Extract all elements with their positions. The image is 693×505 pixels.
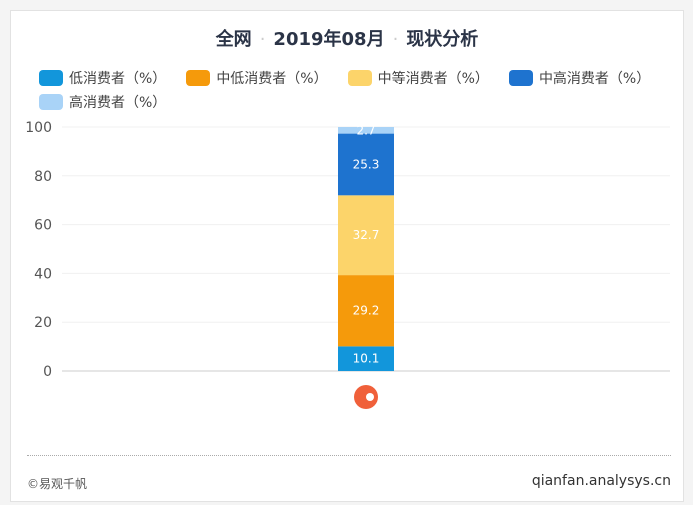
title-topic: 现状分析 <box>406 29 479 50</box>
data-label: 25.3 <box>353 157 380 171</box>
bar-segment <box>338 346 394 371</box>
chart-title: 全网 · 2019年08月 · 现状分析 <box>215 29 479 50</box>
legend-label: 中等消费者（%） <box>377 71 489 87</box>
bar-segment <box>338 275 394 347</box>
y-tick-label: 100 <box>25 120 52 136</box>
title-date: 2019年08月 <box>273 29 385 50</box>
legend-item[interactable]: 中低消费者（%） <box>186 66 328 90</box>
legend-swatch <box>39 70 63 86</box>
legend-label: 低消费者（%） <box>69 71 167 87</box>
y-tick-label: 60 <box>34 218 52 234</box>
legend-swatch <box>39 94 63 110</box>
copyright: ©易观千帆 <box>27 477 88 491</box>
app-logo-icon-detail <box>366 393 374 401</box>
bar-segment <box>338 195 394 276</box>
y-tick-label: 0 <box>43 364 52 380</box>
bar-segment <box>338 127 394 134</box>
legend-item[interactable]: 中高消费者（%） <box>508 66 651 90</box>
data-label: 29.2 <box>353 304 380 318</box>
chart-card: 全网 · 2019年08月 · 现状分析 低消费者（%） 中低消费者（%） 中等消费者（%）… <box>10 10 684 502</box>
legend-swatch <box>186 70 211 86</box>
y-tick-label: 20 <box>34 315 52 331</box>
legend-item[interactable]: 低消费者（%） <box>39 66 166 90</box>
divider <box>27 455 671 456</box>
legend-swatch <box>347 70 372 86</box>
data-label: 32.7 <box>353 228 380 242</box>
title-scope: 全网 <box>215 29 252 50</box>
legend-swatch <box>508 70 533 86</box>
legend-item[interactable]: 高消费者（%） <box>39 90 166 114</box>
legend-label: 中低消费者（%） <box>216 71 328 87</box>
bar-segment <box>338 133 394 196</box>
y-tick-label: 40 <box>34 266 52 282</box>
legend-item[interactable]: 中等消费者（%） <box>347 66 489 90</box>
y-tick-label: 80 <box>34 169 52 185</box>
legend: 低消费者（%） 中低消费者（%） 中等消费者（%） 中高消费者（%） 高消费者（%） <box>39 66 679 114</box>
data-label: 2.7 <box>356 123 375 137</box>
legend-label: 高消费者（%） <box>69 95 167 111</box>
source-url: qianfan.analysys.cn <box>531 473 671 489</box>
data-label: 10.1 <box>353 352 380 366</box>
legend-label: 中高消费者（%） <box>538 71 651 87</box>
